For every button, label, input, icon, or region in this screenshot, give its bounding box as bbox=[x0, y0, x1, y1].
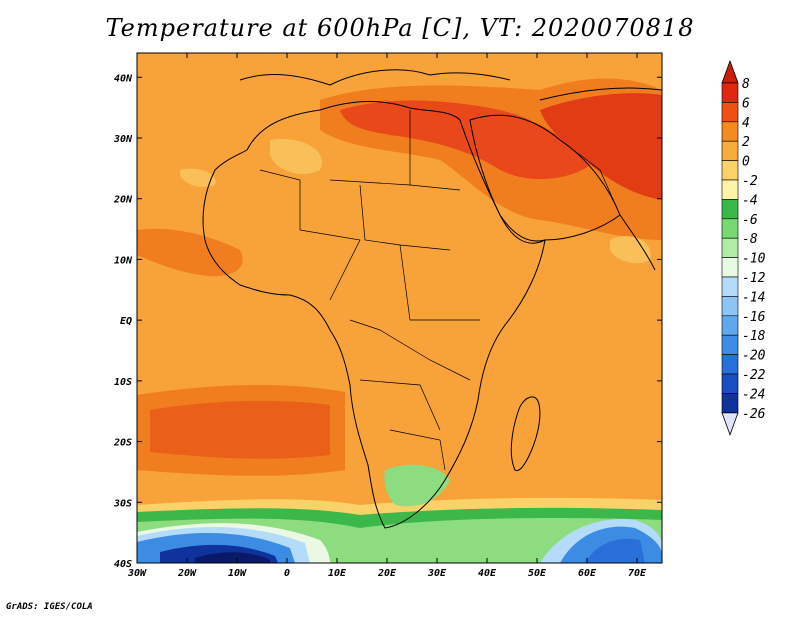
field-mild-patch-2 bbox=[180, 168, 216, 187]
colorbar-label: -6 bbox=[742, 213, 758, 228]
lon-tick-label: 30E bbox=[427, 568, 447, 579]
colorbar-label: -10 bbox=[742, 252, 766, 267]
colorbar-swatch bbox=[721, 102, 739, 123]
field-warm-blob-west bbox=[137, 228, 243, 277]
colorbar-swatch bbox=[721, 315, 739, 336]
colorbar-swatch bbox=[721, 179, 739, 200]
temperature-field bbox=[137, 53, 662, 563]
colorbar-swatch bbox=[721, 276, 739, 297]
colorbar-label: -16 bbox=[742, 310, 766, 325]
colorbar-label: -20 bbox=[742, 349, 766, 364]
colorbar-label: 6 bbox=[742, 96, 750, 111]
colorbar-label: -26 bbox=[742, 407, 766, 422]
field-navy-cold-west bbox=[195, 552, 270, 563]
lat-tick-label: EQ bbox=[120, 316, 132, 327]
lon-tick-label: 20W bbox=[177, 568, 197, 579]
lat-tick-label: 40N bbox=[114, 73, 133, 84]
lat-tick-label: 30S bbox=[113, 498, 132, 509]
coastlines bbox=[202, 69, 662, 529]
field-hot-band-south bbox=[150, 400, 330, 459]
colorbar-label: -14 bbox=[742, 290, 765, 305]
lon-tick-label: 20E bbox=[377, 568, 397, 579]
field-hot-zone-asia bbox=[540, 93, 662, 200]
lon-tick-label: 50E bbox=[528, 568, 547, 579]
lat-tick-label: 30N bbox=[113, 134, 133, 145]
country-borders bbox=[259, 110, 621, 471]
colorbar-swatch bbox=[721, 140, 739, 161]
colorbar: 8 6 4 2 0 -2 -4 -6 -8 -10 -12 -14 -16 -18 -20 -22 -24 -26 bbox=[721, 59, 766, 436]
lon-tick-label: 30W bbox=[127, 568, 147, 579]
madagascar-coastline bbox=[510, 396, 541, 471]
colorbar-swatch bbox=[721, 82, 739, 103]
lon-tick-label: 70E bbox=[628, 568, 647, 579]
africa-coastline bbox=[202, 101, 546, 529]
plot-frame bbox=[136, 52, 663, 564]
lon-tick-label: 10W bbox=[228, 568, 247, 579]
colorbar-label: -24 bbox=[742, 387, 765, 402]
field-mild-patch-3 bbox=[610, 236, 651, 264]
colorbar-under-arrow bbox=[721, 412, 739, 436]
colorbar-swatch bbox=[721, 393, 739, 414]
colorbar-swatch bbox=[721, 199, 739, 220]
colorbar-swatch bbox=[721, 237, 739, 258]
lat-tick-label: 10N bbox=[114, 255, 133, 266]
colorbar-swatch bbox=[721, 296, 739, 317]
mediterranean-coastline bbox=[239, 69, 511, 86]
lat-tick-label: 20N bbox=[113, 195, 133, 206]
colorbar-swatch bbox=[721, 354, 739, 375]
map-title: Temperature at 600hPa [C], VT: 202007081… bbox=[105, 14, 695, 42]
colorbar-label: -8 bbox=[742, 232, 758, 247]
colorbar-label: 0 bbox=[742, 155, 750, 170]
colorbar-swatch bbox=[721, 121, 739, 142]
lon-tick-label: 40E bbox=[478, 568, 497, 579]
colorbar-label: -18 bbox=[742, 329, 766, 344]
lat-tick-label: 40S bbox=[114, 559, 132, 570]
colorbar-label: -2 bbox=[742, 174, 758, 189]
longitude-axis: 30W 20W 10W 0 10E 20E 30E 40E 50E 60E 70E bbox=[127, 53, 647, 579]
colorbar-swatch bbox=[721, 257, 739, 278]
lon-tick-label: 60E bbox=[578, 568, 597, 579]
colorbar-swatch bbox=[721, 373, 739, 394]
lat-tick-label: 20S bbox=[113, 438, 132, 449]
colorbar-label: 8 bbox=[742, 77, 750, 92]
footer-credit: GrADS: IGES/COLA bbox=[6, 602, 93, 612]
colorbar-label: 4 bbox=[742, 116, 750, 131]
colorbar-swatch bbox=[721, 218, 739, 239]
colorbar-over-arrow bbox=[721, 59, 739, 84]
arabia-coastline bbox=[469, 114, 621, 242]
field-darker-blue-cold-east bbox=[585, 538, 645, 563]
lon-tick-label: 10E bbox=[328, 568, 347, 579]
lon-tick-label: 0 bbox=[284, 568, 290, 579]
colorbar-label: 2 bbox=[742, 135, 750, 150]
colorbar-swatch bbox=[721, 334, 739, 355]
asia-coastline bbox=[539, 87, 662, 271]
latitude-axis: 40N 30N 20N 10N EQ 10S 20S 30S 40S bbox=[113, 73, 662, 570]
colorbar-label: -22 bbox=[742, 368, 766, 383]
field-mild-patch-1 bbox=[270, 139, 322, 175]
colorbar-label: -12 bbox=[742, 271, 766, 286]
colorbar-swatch bbox=[721, 160, 739, 181]
colorbar-label: -4 bbox=[742, 193, 758, 208]
lat-tick-label: 10S bbox=[114, 377, 132, 388]
